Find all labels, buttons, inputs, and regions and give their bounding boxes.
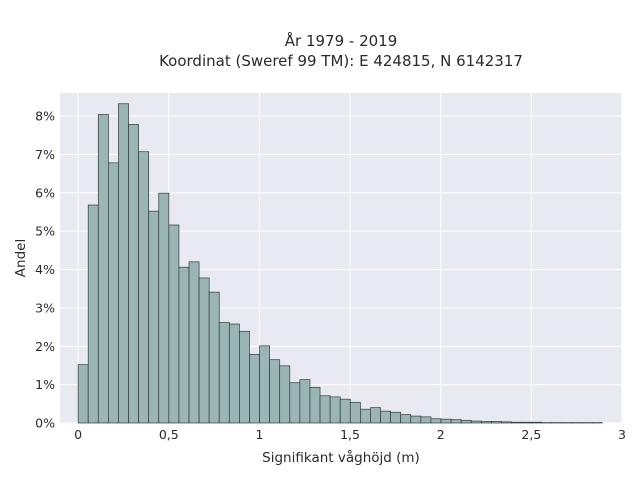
histogram-bar	[511, 421, 522, 424]
histogram-bar	[198, 277, 210, 424]
histogram-bar	[218, 322, 230, 424]
x-axis-label: Signifikant våghöjd (m)	[262, 449, 420, 466]
histogram-bar	[420, 416, 432, 424]
y-axis-label: Andel	[13, 239, 29, 277]
chart-title: År 1979 - 2019	[285, 31, 398, 50]
histogram-bar	[309, 386, 321, 424]
histogram-bar	[491, 421, 502, 424]
histogram-bar	[108, 162, 119, 424]
chart-subtitle: Koordinat (Sweref 99 TM): E 424815, N 61…	[159, 52, 523, 70]
histogram-bar	[329, 396, 341, 424]
x-tick-label: 2,5	[521, 427, 541, 442]
histogram-bar	[470, 420, 482, 424]
histogram-bar	[440, 418, 452, 424]
histogram-bar	[521, 421, 533, 424]
y-tick-label: 3%	[35, 300, 55, 315]
histogram-bar	[531, 421, 543, 424]
histogram-bar	[148, 210, 160, 424]
histogram-bar	[269, 359, 281, 424]
histogram-bar	[501, 421, 512, 424]
histogram-bar	[178, 266, 190, 424]
histogram-bar	[249, 353, 260, 424]
y-axis-ticks: 0% 1% 2% 3% 4% 5% 6% 7% 8%	[35, 109, 55, 431]
histogram-bar	[168, 224, 180, 424]
x-tick-label: 0,5	[159, 427, 179, 442]
histogram-bar	[319, 395, 331, 424]
x-tick-label: 3	[618, 427, 626, 442]
y-tick-label: 5%	[35, 224, 55, 239]
histogram-bar	[188, 261, 200, 424]
histogram-bar	[480, 421, 492, 424]
histogram-bar	[430, 418, 442, 424]
histogram-bar	[370, 407, 381, 424]
x-axis-ticks: 0 0,5 1 1,5 2 2,5 3	[74, 427, 626, 442]
y-tick-label: 2%	[35, 339, 55, 354]
histogram-bar	[259, 345, 270, 424]
x-tick-label: 1	[255, 427, 263, 442]
histogram-bars	[77, 103, 603, 424]
histogram-bar	[450, 419, 462, 424]
y-tick-label: 0%	[35, 416, 55, 431]
y-tick-label: 1%	[35, 377, 55, 392]
histogram-bar	[339, 398, 351, 424]
histogram-bar	[208, 291, 220, 424]
histogram-bar	[87, 204, 99, 424]
histogram-bar	[228, 323, 240, 424]
y-tick-label: 4%	[35, 262, 55, 277]
x-tick-label: 1,5	[340, 427, 360, 442]
histogram-bar	[390, 411, 402, 424]
histogram-bar	[118, 103, 129, 424]
histogram-bar	[460, 419, 472, 424]
histogram-bar	[128, 124, 139, 424]
histogram-bar	[400, 414, 412, 424]
histogram-bar	[289, 382, 301, 424]
histogram-bar	[158, 192, 170, 424]
histogram-bar	[410, 415, 422, 424]
histogram-bar	[77, 364, 89, 424]
histogram-bar	[349, 401, 361, 424]
histogram-bar	[138, 151, 150, 424]
histogram-bar	[97, 114, 109, 424]
histogram-bar	[279, 365, 291, 424]
histogram-bar	[299, 379, 311, 424]
x-tick-label: 2	[437, 427, 445, 442]
histogram-bar	[239, 330, 250, 424]
y-tick-label: 7%	[35, 147, 55, 162]
y-tick-label: 6%	[35, 185, 55, 200]
histogram-bar	[380, 410, 391, 424]
y-tick-label: 8%	[35, 109, 55, 124]
x-tick-label: 0	[74, 427, 82, 442]
histogram-bar	[360, 408, 371, 424]
